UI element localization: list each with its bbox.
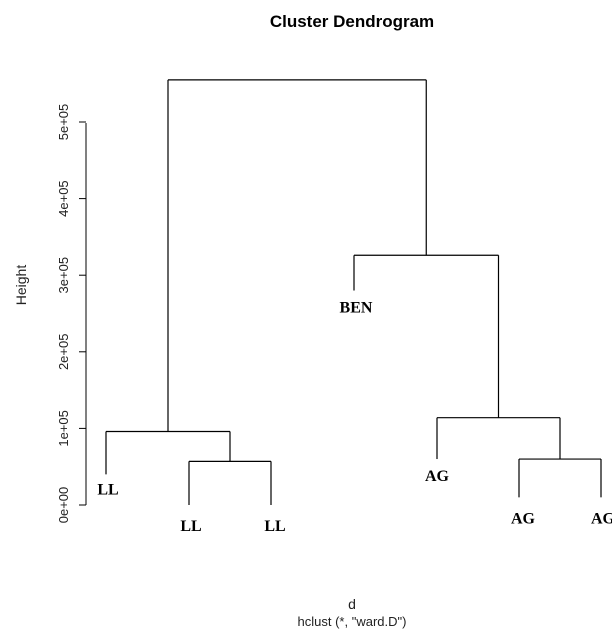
leaf-label: AG — [591, 510, 612, 527]
leaf-label: LL — [97, 481, 118, 498]
y-tick-label: 5e+05 — [56, 104, 71, 141]
x-axis-label: d — [348, 596, 356, 612]
leaf-label: LL — [264, 518, 285, 535]
y-tick-label: 4e+05 — [56, 180, 71, 217]
y-tick-label: 1e+05 — [56, 410, 71, 447]
y-tick-label: 0e+00 — [56, 487, 71, 524]
y-tick-label: 3e+05 — [56, 257, 71, 294]
y-axis-ticks: 0e+00 1e+05 2e+05 3e+05 4e+05 5e+05 — [56, 104, 86, 524]
leaf-labels: LL LL LL BEN AG AG AG — [97, 300, 612, 535]
leaf-label: BEN — [340, 300, 373, 317]
y-tick-label: 2e+05 — [56, 334, 71, 371]
chart-title: Cluster Dendrogram — [270, 12, 434, 31]
y-axis-label: Height — [13, 265, 29, 306]
leaf-label: AG — [511, 510, 536, 527]
dendrogram-branches — [105, 79, 602, 505]
leaf-label: AG — [425, 468, 450, 485]
method-subtitle: hclust (*, "ward.D") — [298, 614, 407, 629]
leaf-label: LL — [180, 518, 201, 535]
